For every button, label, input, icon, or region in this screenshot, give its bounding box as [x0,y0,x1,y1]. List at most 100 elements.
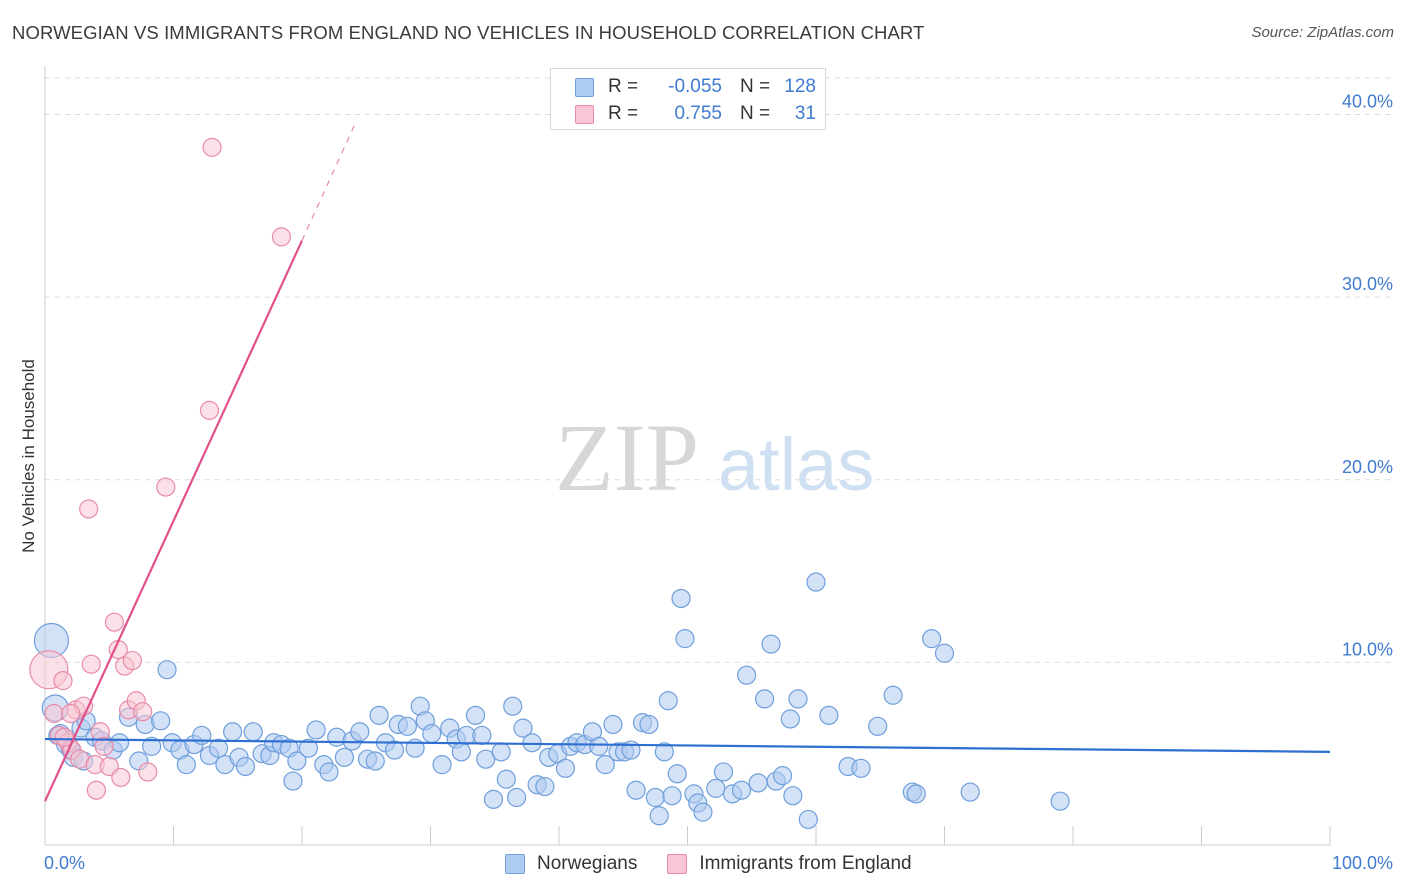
england-point [202,137,222,157]
legend-item-norwegians[interactable]: Norwegians [505,853,637,875]
england-point [86,780,107,800]
norwegians-point [491,742,511,762]
norwegians-point [713,762,734,782]
r-label: R = [608,76,639,97]
n-value: 31 [794,103,816,124]
england-point [94,736,114,756]
norwegians-point [851,758,871,778]
trend-lines [44,121,1331,802]
norwegians-trend-line [44,737,1331,753]
england-point [271,227,292,247]
norwegians-point [397,716,417,736]
norwegians-point [176,755,196,775]
n-value: 128 [784,76,816,97]
norwegians-point [737,665,757,685]
y-tick-label: 10.0% [1342,639,1393,659]
norwegians-point [522,733,542,753]
england-point [79,499,99,519]
norwegians-point [667,764,687,784]
norwegians-point [662,786,682,806]
england-point [44,703,64,724]
source-label: Source: ZipAtlas.com [1251,24,1394,41]
norwegians-point [754,689,775,709]
england-point [199,400,220,420]
norwegians-point [649,806,669,826]
norwegians-point [761,634,781,654]
norwegians-point [595,755,615,775]
england-trend-extension [301,121,357,241]
england-point [122,650,142,671]
england-point [53,671,73,691]
norwegians-point [922,629,942,649]
england-trend-line [44,240,303,802]
norwegians-point [731,780,752,800]
norwegians-point [496,769,516,789]
watermark: ZIP atlas [555,404,874,511]
norwegians-points [33,572,1070,830]
norwegians-point [555,758,576,778]
norwegians-point [819,705,839,725]
norwegians-point [906,784,926,804]
england-point [138,762,158,782]
norwegians-point [671,588,691,609]
x-tick-label-min: 0.0% [44,853,85,873]
england-swatch [575,104,594,124]
norwegians-point [334,747,355,767]
norwegians-point [654,742,674,762]
norwegians-point [806,572,826,592]
norwegians-point [422,724,442,744]
chart-title: NORWEGIAN VS IMMIGRANTS FROM ENGLAND NO … [12,22,925,43]
norwegians-point [658,691,678,711]
norwegians-point [432,755,452,775]
stats-legend: R = -0.055 N = 128 R = 0.755 N = 31 [550,68,826,130]
watermark-atlas: atlas [718,423,874,506]
norwegians-point [506,787,527,808]
stats-row-norwegians: R = -0.055 N = 128 [575,75,816,99]
norwegians-point [472,725,492,746]
norwegians-point [798,809,818,830]
gridlines [45,77,1392,663]
norwegians-point [645,787,665,808]
watermark-zip: ZIP [555,404,699,511]
legend-item-england[interactable]: Immigrants from England [667,853,912,875]
norwegians-point [772,766,793,786]
n-label: N = [740,76,771,97]
norwegians-point [626,780,646,800]
r-value: 0.755 [674,103,722,124]
norwegians-point [235,756,256,777]
norwegians-point [748,773,768,793]
norwegians-point [639,714,659,735]
axis-labels: 10.0% 20.0% 30.0% 40.0% 0.0% 100.0% No Vehicle… [19,92,1393,873]
norwegians-point [151,711,171,731]
england-point [81,654,101,674]
norwegians-point [319,762,339,782]
norwegians-point [934,643,955,663]
norwegians-point [780,709,800,729]
norwegians-point [675,629,695,649]
norwegians-point [369,705,389,725]
y-axis-label: No Vehicles in Household [19,359,38,553]
bottom-legend: Norwegians Immigrants from England [505,852,942,876]
norwegians-point [384,740,405,760]
norwegians-swatch [505,854,525,874]
england-point [133,702,153,722]
y-tick-label: 30.0% [1342,274,1393,294]
norwegians-point [960,782,980,802]
england-point [61,703,81,724]
norwegians-point [287,751,307,771]
r-value: -0.055 [668,76,722,97]
norwegians-point [483,789,504,809]
norwegians-point [868,716,888,736]
y-tick-label: 20.0% [1342,457,1393,477]
norwegians-point [589,736,609,756]
norwegians-point [503,696,523,716]
norwegians-point [283,771,303,791]
norwegians-point [350,722,370,742]
norwegians-point [142,736,162,756]
norwegians-point [603,714,623,735]
norwegians-point [621,740,641,760]
stats-row-england: R = 0.755 N = 31 [575,102,816,126]
norwegians-point [465,705,486,725]
norwegians-point [693,802,713,822]
